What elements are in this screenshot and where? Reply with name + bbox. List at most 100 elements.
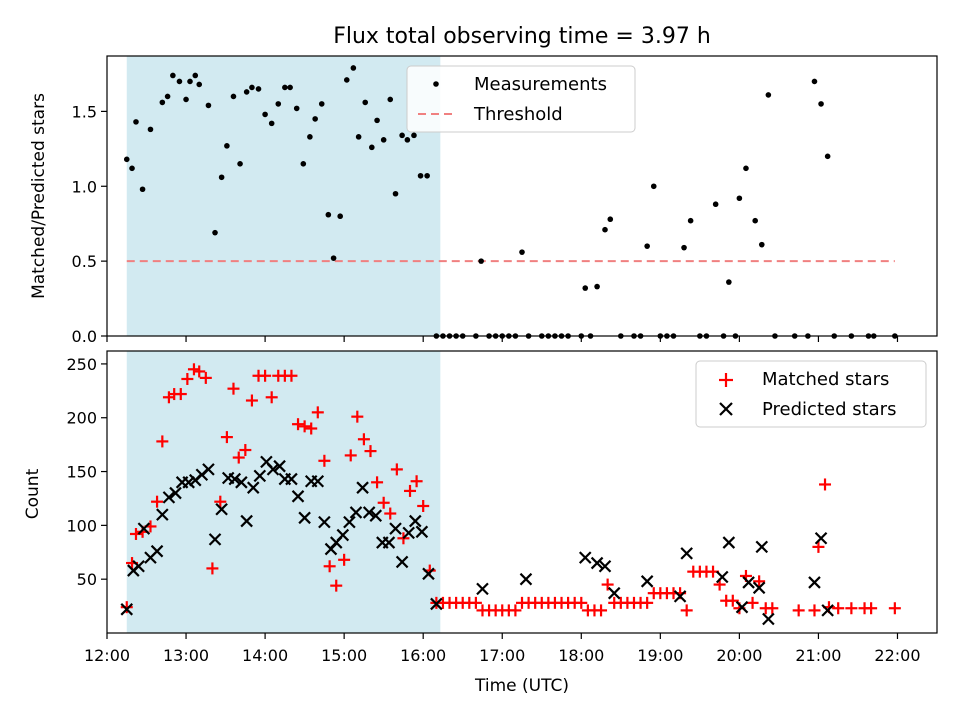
matched-star-point [330,579,343,592]
matched-star-point [323,560,336,573]
predicted-star-point [430,597,443,611]
matched-star-point [766,602,779,615]
measurement-point [187,78,193,85]
measurement-point [392,190,399,197]
bottom-xtick-label: 21:00 [795,646,841,665]
measurement-point [218,174,225,181]
predicted-stars-points [120,455,834,626]
matched-star-point [187,363,200,376]
measurement-point [355,134,362,140]
predicted-star-point [298,511,311,525]
legend-predicted-marker [719,402,733,416]
top-ytick-label: 1.5 [72,102,97,121]
predicted-star-point [369,509,383,522]
matched-star-point [305,422,318,435]
predicted-star-point [202,463,215,476]
matched-star-point [151,495,164,508]
predicted-star-point [253,469,267,483]
predicted-star-point [228,472,242,486]
measurement-point [212,229,218,236]
bottom-xtick-label: 16:00 [400,646,446,665]
predicted-star-point [409,514,422,528]
legend-predicted-label: Predicted stars [762,399,896,420]
matched-star-point [265,391,278,404]
measurement-point [249,84,255,91]
bottom-ytick-label: 250 [66,355,97,374]
matched-star-point [595,604,608,617]
matched-star-point [245,394,258,407]
predicted-star-point [814,532,828,545]
measurement-point [343,77,350,83]
predicted-star-point [673,590,687,603]
measurement-point [307,134,313,140]
measurement-point [743,165,749,172]
measurement-point [275,101,282,107]
matched-star-point [174,388,187,401]
bottom-legend: Matched stars Predicted stars [695,360,927,428]
predicted-star-point [742,576,755,589]
measurement-point [123,156,130,163]
matched-star-point [404,484,417,497]
matched-star-point [311,406,324,419]
predicted-star-point [169,486,182,500]
bottom-xtick-label: 19:00 [637,646,683,665]
matched-star-point [410,475,423,488]
matched-star-point [680,604,693,617]
measurement-point [758,241,765,248]
predicted-star-point [476,582,489,596]
measurement-point [594,283,600,290]
measurement-point [147,126,154,133]
bottom-legend-box [695,360,927,428]
top-y-axis: 0.0 0.5 1.0 1.5 [72,102,107,346]
matched-star-point [469,596,482,609]
matched-star-point [812,540,825,553]
measurement-point [380,137,387,143]
measurement-point [362,99,369,106]
measurement-point [176,78,183,85]
matched-star-point [298,420,311,433]
measurement-point [196,81,203,88]
bottom-xtick-label: 18:00 [558,646,604,665]
matched-star-point [357,433,370,446]
measurement-point [224,143,230,149]
predicted-star-point [266,463,280,476]
measurement-point [133,119,139,125]
measurement-point [582,285,589,291]
bottom-ytick-label: 150 [66,463,97,482]
predicted-star-point [156,508,169,521]
matched-star-point [601,578,614,591]
measurement-point [404,137,411,143]
top-plot-frame [106,55,938,337]
predicted-star-point [362,506,376,519]
predicted-star-point [120,603,134,616]
bottom-xtick-label: 13:00 [163,646,209,665]
top-legend: Measurements Threshold [406,65,636,133]
predicted-star-point [578,551,592,564]
bottom-x-axis: 12:00 13:00 14:00 15:00 16:00 17:00 18:00 19:00… [84,633,921,665]
predicted-star-point [382,536,396,549]
measurement-point [424,172,430,179]
bottom-xtick-label: 15:00 [321,646,367,665]
legend-measurements-marker [433,81,439,87]
predicted-star-point [273,459,286,473]
measurement-point [519,249,525,255]
bottom-y-axis: 50 100 150 200 250 [66,355,107,589]
legend-matched-label: Matched stars [762,369,889,390]
predicted-star-point [422,567,435,581]
measurement-point [818,101,824,107]
bottom-ytick-label: 50 [77,570,97,589]
bottom-xtick-label: 17:00 [479,646,525,665]
matched-star-point [318,454,331,467]
matched-star-point [832,602,845,615]
predicted-star-point [762,612,775,626]
measurement-point [644,243,650,249]
predicted-star-point [519,572,533,586]
matched-star-point [888,602,901,615]
predicted-star-point [132,559,145,573]
legend-threshold-label: Threshold [473,104,563,125]
measurement-point [726,279,732,285]
measurement-point [681,244,687,251]
measurement-point [192,72,199,79]
matched-star-point [845,602,858,615]
